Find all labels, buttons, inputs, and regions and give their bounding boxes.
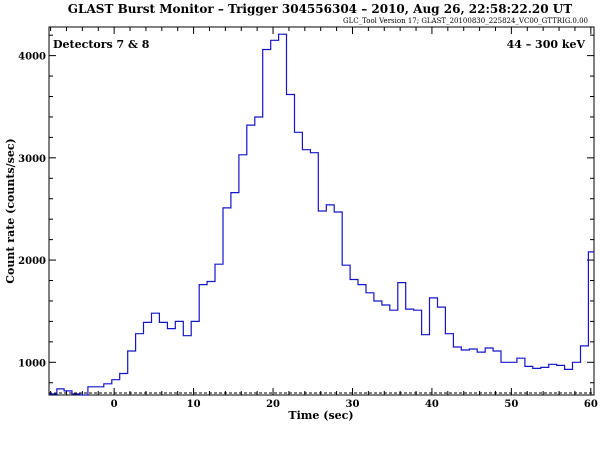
y-axis-label: Count rate (counts/sec) [4,138,17,283]
axis-tick-labels: 0 10 20 30 40 50 60 1000 2000 3000 4000 [18,52,598,410]
axis-ticks [49,27,594,395]
chart-title: GLAST Burst Monitor – Trigger 304556304 … [68,2,572,16]
y-tick-label: 1000 [18,358,46,369]
y-tick-label: 3000 [18,154,46,165]
x-axis-label: Time (sec) [288,409,353,422]
count-rate-lightcurve [49,33,594,396]
plot-frame [48,26,595,396]
x-tick-label: 40 [425,399,439,410]
x-tick-label: 50 [504,399,518,410]
x-tick-label: 0 [111,399,118,410]
y-tick-label: 2000 [18,256,46,267]
x-tick-label: 60 [584,399,598,410]
x-tick-label: 20 [266,399,280,410]
x-tick-label: 30 [346,399,360,410]
detectors-label: Detectors 7 & 8 [53,38,150,51]
y-tick-label: 4000 [18,52,46,63]
energy-range-label: 44 – 300 keV [507,38,586,51]
chart-subtitle: GLC_Tool Version 17; GLAST_20100830_2258… [343,17,588,25]
x-tick-label: 10 [187,399,201,410]
